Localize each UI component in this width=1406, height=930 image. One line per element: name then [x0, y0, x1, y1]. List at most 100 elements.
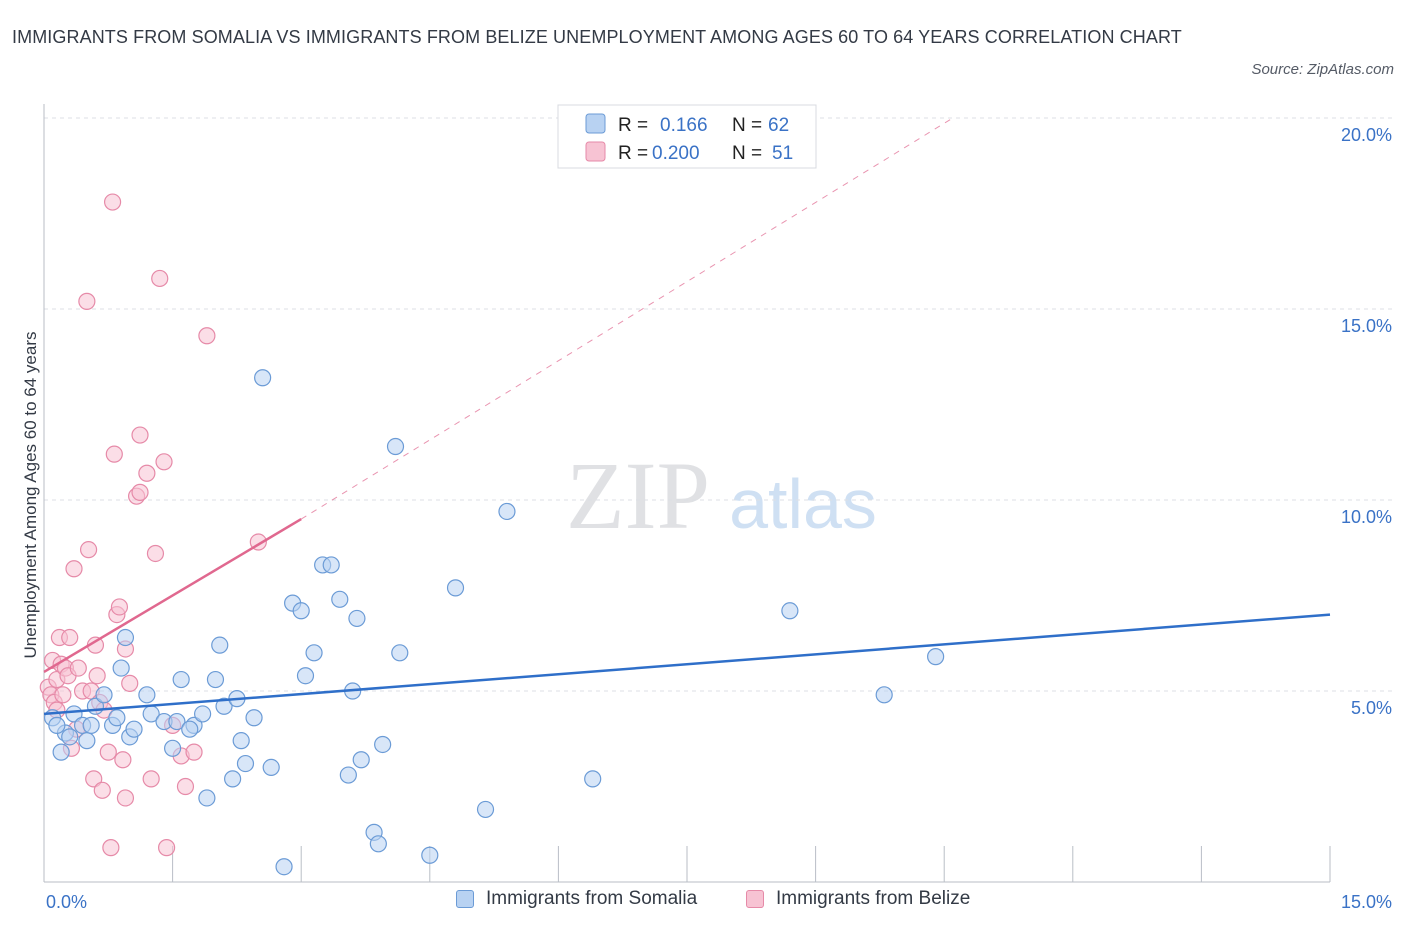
- belize-trend-extension: [300, 117, 954, 520]
- somalia-point-53: [875, 686, 893, 704]
- y-axis-label: Unemployment Among Ages 60 to 64 years: [21, 332, 40, 659]
- somalia-point-44: [374, 735, 392, 754]
- somalia-point-58: [108, 709, 126, 727]
- somalia-point-43: [369, 835, 387, 853]
- x-tick-label-1: 15.0%: [1341, 892, 1392, 912]
- somalia-point-61: [48, 716, 66, 734]
- legend-swatch-somalia: [585, 113, 606, 134]
- legend-r-value-belize: 0.200: [652, 143, 700, 164]
- somalia-point-20: [206, 670, 225, 689]
- belize-point-25: [99, 743, 117, 761]
- somalia-point-38: [339, 766, 357, 784]
- somalia-point-15: [164, 739, 182, 757]
- belize-point-16: [78, 292, 96, 310]
- somalia-point-46: [391, 644, 409, 662]
- belize-trend-line: [43, 518, 302, 673]
- somalia-point-22: [215, 697, 233, 715]
- somalia-point-57: [82, 716, 100, 734]
- somalia-point-32: [292, 602, 310, 620]
- belize-point-12: [65, 560, 83, 578]
- belize-point-43: [157, 839, 176, 857]
- correlation-legend: R = 0.166 N = 62 R = 0.200 N = 51: [557, 104, 817, 169]
- series-legend: Immigrants from Somalia Immigrants from …: [0, 888, 1406, 918]
- chart-source: Source: ZipAtlas.com: [1251, 61, 1394, 78]
- somalia-point-40: [352, 751, 370, 769]
- belize-point-27: [103, 193, 122, 211]
- somalia-point-12: [138, 686, 156, 704]
- belize-point-7: [54, 686, 72, 704]
- somalia-point-28: [254, 369, 272, 387]
- legend-label-somalia: Immigrants from Somalia: [486, 888, 698, 909]
- somalia-point-60: [125, 720, 143, 738]
- series-belize-points: [39, 193, 267, 857]
- belize-point-41: [151, 269, 169, 288]
- y-tick-label-2: 15.0%: [1341, 316, 1392, 336]
- somalia-point-23: [224, 770, 242, 788]
- somalia-point-56: [181, 720, 199, 738]
- somalia-point-51: [584, 770, 602, 788]
- y-tick-label-1: 10.0%: [1341, 507, 1392, 527]
- somalia-point-36: [322, 556, 340, 574]
- belize-point-37: [131, 426, 149, 444]
- somalia-point-59: [61, 728, 79, 746]
- belize-point-14: [69, 659, 87, 677]
- belize-point-21: [88, 667, 106, 685]
- somalia-point-29: [262, 758, 280, 777]
- somalia-point-54: [927, 648, 945, 666]
- somalia-point-7: [95, 686, 113, 704]
- trend-lines: [43, 117, 1331, 716]
- somalia-point-30: [275, 858, 293, 876]
- watermark-zip: ZIP: [566, 442, 710, 549]
- belize-point-10: [61, 628, 79, 647]
- somalia-point-55: [168, 712, 186, 731]
- somalia-point-1: [52, 743, 70, 761]
- legend-n-value-somalia: 62: [768, 115, 789, 136]
- legend-swatch-somalia-bottom: [456, 890, 474, 908]
- legend-swatch-belize: [585, 141, 606, 162]
- watermark-atlas: atlas: [729, 465, 877, 543]
- somalia-point-3: [65, 705, 83, 723]
- series-somalia-points: [43, 369, 945, 876]
- legend-r-label-somalia: R =: [618, 115, 648, 136]
- somalia-point-26: [236, 754, 255, 773]
- somalia-trend-line: [43, 613, 1331, 716]
- y-tick-label-0: 5.0%: [1351, 698, 1392, 718]
- belize-point-17: [79, 541, 98, 559]
- belize-point-36: [131, 483, 149, 501]
- somalia-point-45: [386, 437, 405, 456]
- somalia-point-18: [194, 705, 212, 723]
- belize-point-39: [142, 770, 160, 788]
- belize-point-28: [105, 445, 123, 463]
- legend-n-value-belize: 51: [772, 143, 793, 164]
- belize-point-48: [198, 327, 216, 345]
- legend-item-somalia: Immigrants from Somalia: [456, 888, 697, 910]
- legend-r-value-somalia: 0.166: [660, 115, 708, 136]
- somalia-point-47: [421, 846, 439, 864]
- somalia-point-34: [305, 644, 323, 662]
- somalia-point-41: [348, 609, 366, 628]
- belize-point-40: [146, 544, 165, 563]
- somalia-point-33: [296, 667, 315, 685]
- gridlines: [44, 117, 1392, 692]
- somalia-point-21: [211, 636, 229, 654]
- legend-n-label-somalia: N =: [732, 115, 762, 136]
- y-tick-label-3: 20.0%: [1341, 125, 1392, 145]
- belize-point-26: [102, 839, 120, 857]
- legend-swatch-belize-bottom: [746, 890, 764, 908]
- tick-labels: 5.0% 10.0% 15.0% 20.0% 0.0% 15.0%: [46, 125, 1392, 912]
- somalia-point-52: [781, 602, 799, 620]
- somalia-point-37: [331, 590, 349, 608]
- chart-title: IMMIGRANTS FROM SOMALIA VS IMMIGRANTS FR…: [12, 27, 1182, 47]
- belize-point-42: [155, 453, 173, 471]
- legend-item-belize: Immigrants from Belize: [746, 888, 970, 910]
- somalia-point-5: [78, 732, 96, 750]
- belize-point-34: [121, 674, 139, 692]
- belize-point-46: [176, 777, 195, 796]
- somalia-point-50: [498, 502, 516, 521]
- somalia-point-19: [198, 789, 216, 807]
- belize-point-47: [185, 743, 203, 761]
- somalia-point-9: [112, 659, 130, 677]
- x-tick-label-0: 0.0%: [46, 892, 87, 912]
- somalia-point-27: [245, 709, 263, 727]
